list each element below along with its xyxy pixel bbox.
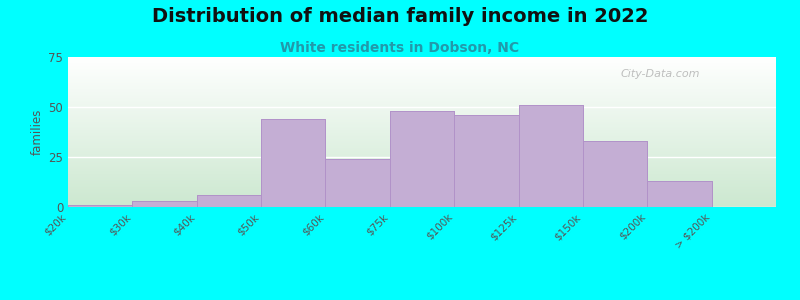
Bar [197, 195, 261, 207]
Bar [132, 201, 197, 207]
Bar [68, 205, 132, 207]
Bar [518, 105, 583, 207]
Text: Distribution of median family income in 2022: Distribution of median family income in … [152, 8, 648, 26]
Bar [583, 141, 647, 207]
Bar [326, 159, 390, 207]
Bar [583, 141, 647, 207]
Bar [326, 159, 390, 207]
Bar [390, 111, 454, 207]
Bar [647, 181, 712, 207]
Bar [261, 119, 326, 207]
Bar [261, 119, 326, 207]
Y-axis label: families: families [31, 109, 44, 155]
Bar [454, 115, 518, 207]
Bar [647, 181, 712, 207]
Bar [454, 115, 518, 207]
Bar [390, 111, 454, 207]
Bar [197, 195, 261, 207]
Bar [132, 201, 197, 207]
Text: City-Data.com: City-Data.com [620, 69, 700, 79]
Text: White residents in Dobson, NC: White residents in Dobson, NC [281, 40, 519, 55]
Bar [518, 105, 583, 207]
Bar [68, 205, 132, 207]
